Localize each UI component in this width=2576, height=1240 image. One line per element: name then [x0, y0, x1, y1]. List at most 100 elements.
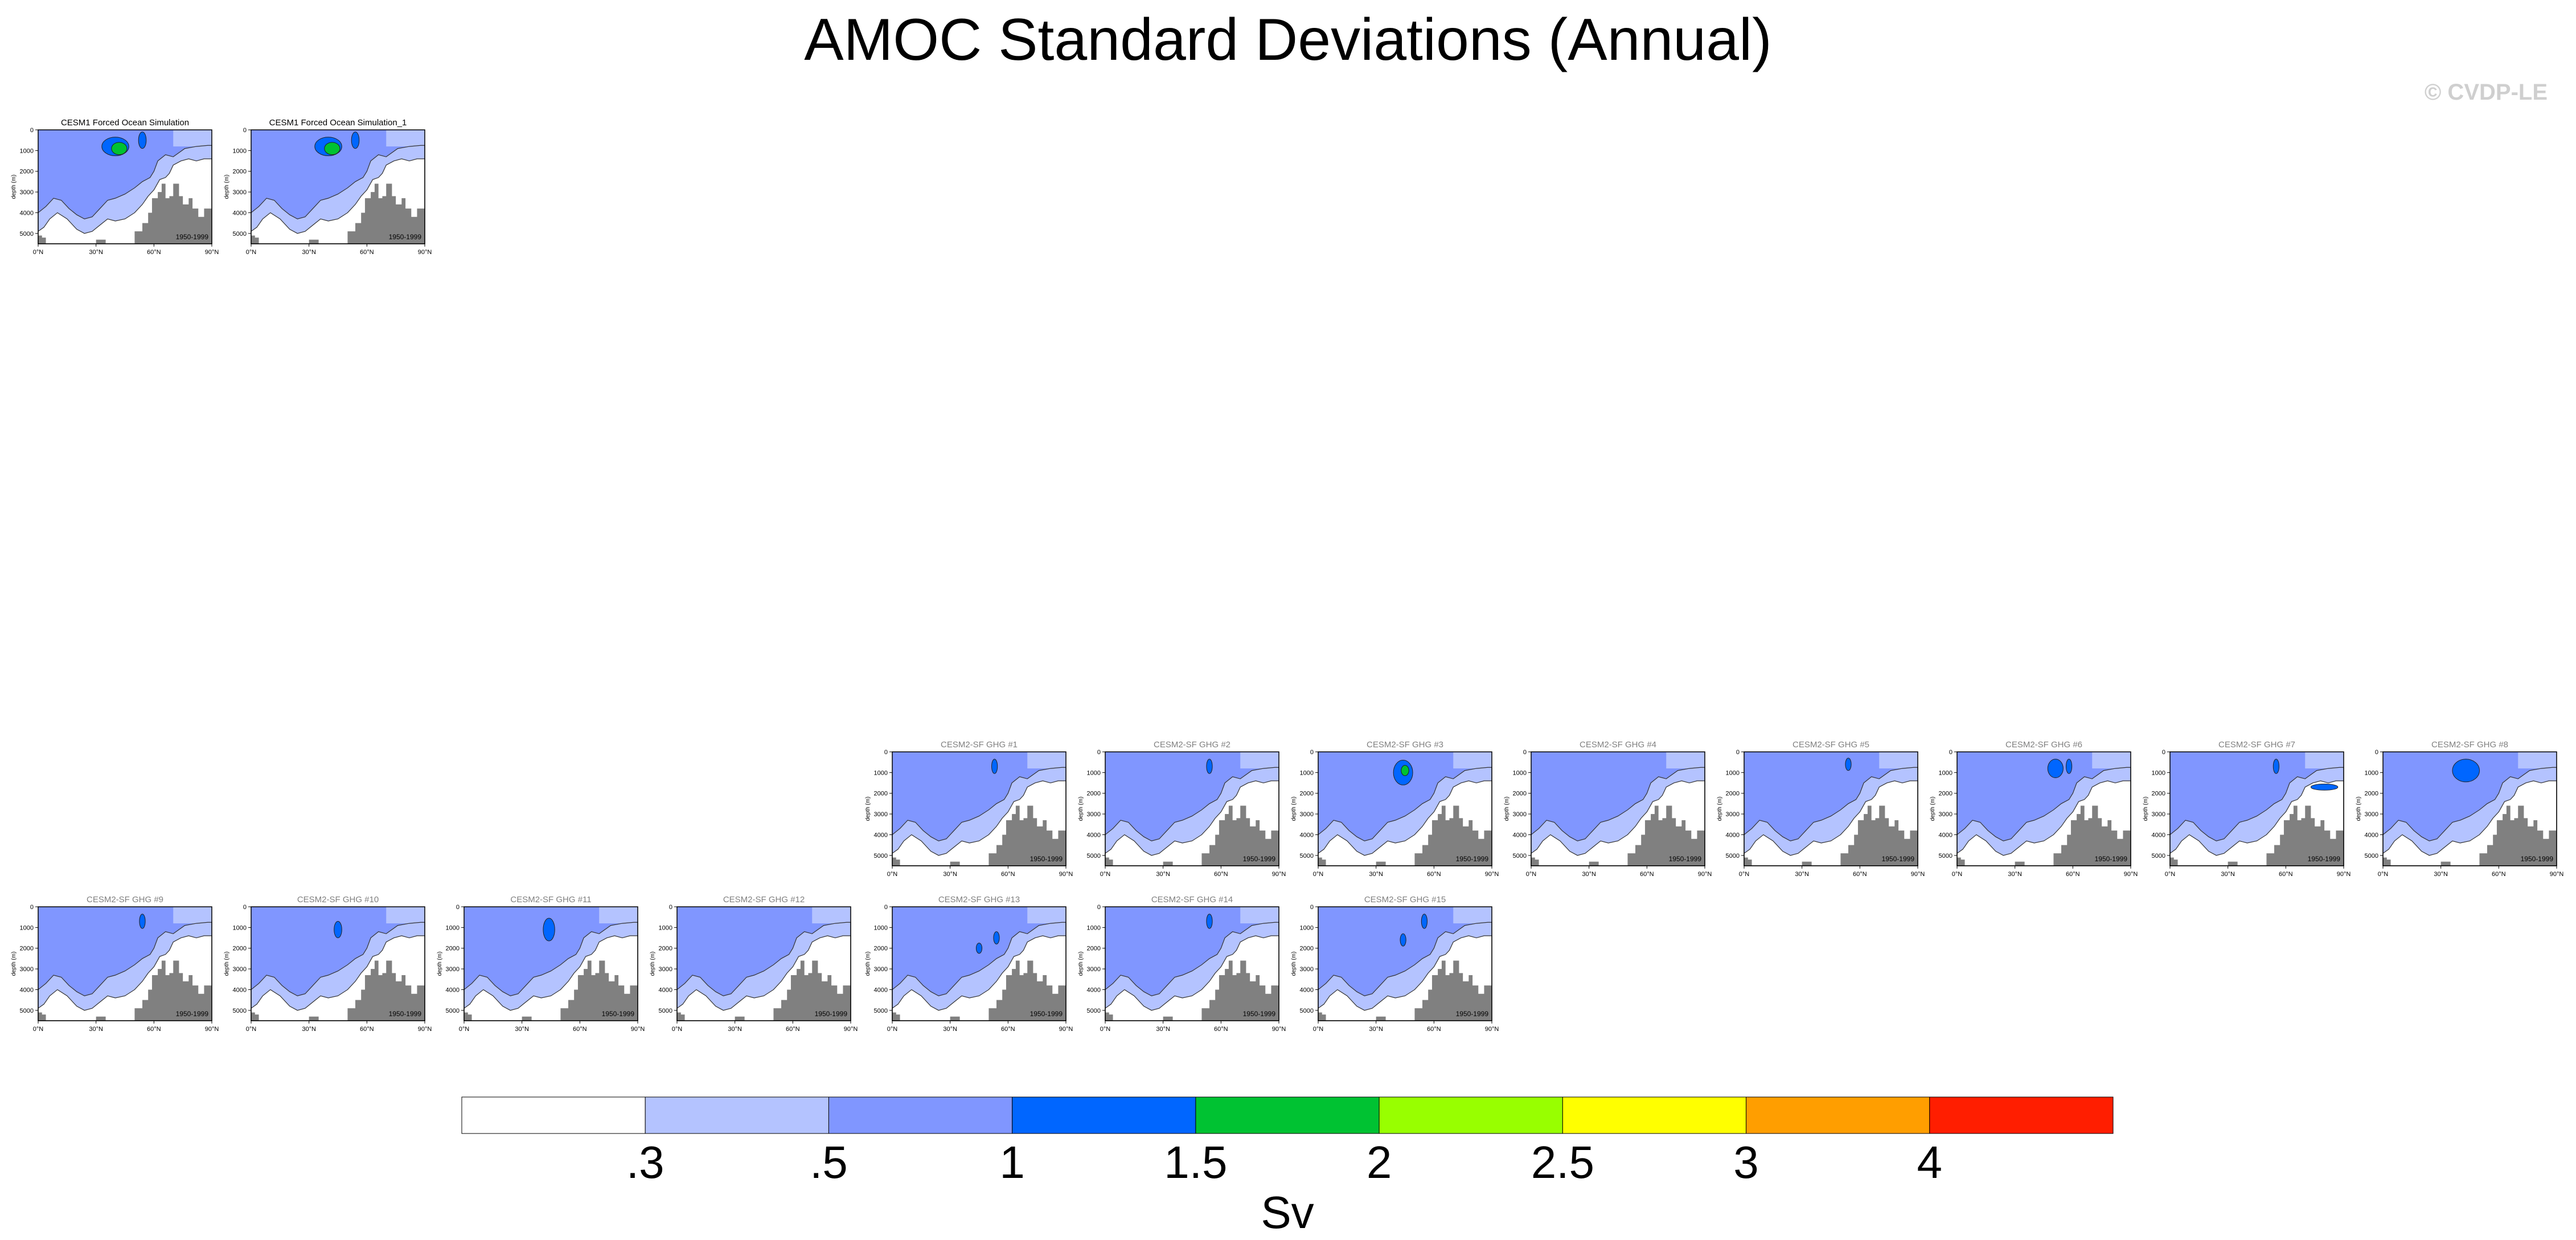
amoc-panel: CESM2-SF GHG #5 0 1000 2000 3000 4000 5000 dept… — [1717, 740, 1925, 878]
y-tick-label: 0 — [243, 127, 247, 134]
y-tick-label: 5000 — [20, 1008, 34, 1014]
y-tick-label: 1000 — [874, 924, 888, 931]
y-tick-label: 1000 — [446, 924, 460, 931]
bathymetry — [38, 183, 212, 244]
y-tick-label: 1000 — [20, 148, 34, 154]
bathymetry — [1318, 960, 1492, 1021]
x-tick-label: 60°N — [1001, 1026, 1015, 1033]
amoc-panel: CESM2-SF GHG #15 0 1000 2000 3000 4000 5000 dep… — [1291, 895, 1499, 1033]
panel-title: CESM2-SF GHG #5 — [1792, 740, 1869, 750]
contour-fill-0.3-0.5 — [386, 130, 425, 147]
y-axis-label: depth (m) — [650, 952, 656, 976]
panel-title: CESM2-SF GHG #11 — [510, 895, 591, 905]
y-tick-label: 3000 — [20, 966, 34, 973]
contour-feature — [993, 931, 1000, 944]
panel-title: CESM1 Forced Ocean Simulation_1 — [269, 118, 407, 128]
period-label: 1950-1999 — [1456, 1010, 1489, 1018]
x-tick-label: 60°N — [1001, 871, 1015, 878]
x-tick-label: 0°N — [1100, 871, 1111, 878]
contour-feature — [2065, 759, 2073, 774]
amoc-panel: CESM2-SF GHG #2 0 1000 2000 3000 4000 5000 dept… — [1078, 740, 1286, 878]
panel-frame — [2382, 751, 2557, 866]
y-tick-label: 2000 — [20, 169, 34, 175]
y-axis-label: depth (m) — [1717, 797, 1723, 821]
period-label: 1950-1999 — [1030, 1010, 1063, 1018]
period-label: 1950-1999 — [1030, 855, 1063, 863]
y-tick-label: 4000 — [2152, 832, 2165, 838]
amoc-panel: CESM2-SF GHG #9 0 1000 2000 3000 4000 5000 dept… — [11, 895, 219, 1033]
x-tick-label: 0°N — [887, 1026, 898, 1033]
y-axis-label: depth (m) — [11, 175, 17, 199]
y-tick-label: 5000 — [446, 1008, 460, 1014]
y-tick-label: 0 — [30, 127, 34, 134]
x-tick-label: 60°N — [1214, 1026, 1228, 1033]
contour-feature — [1206, 759, 1213, 774]
y-tick-label: 4000 — [1300, 987, 1314, 993]
x-tick-label: 0°N — [33, 249, 44, 256]
x-tick-label: 30°N — [1156, 1026, 1170, 1033]
y-tick-label: 1000 — [1087, 924, 1101, 931]
y-tick-label: 5000 — [1939, 853, 1952, 860]
x-tick-label: 90°N — [1485, 871, 1499, 878]
panel-frame — [1956, 751, 2131, 866]
amoc-panel: CESM2-SF GHG #3 0 1000 2000 3000 4000 5000 dept… — [1291, 740, 1499, 878]
y-tick-label: 4000 — [1726, 832, 1740, 838]
x-tick-label: 60°N — [1640, 871, 1654, 878]
y-tick-label: 4000 — [233, 210, 247, 216]
y-tick-label: 2000 — [1087, 946, 1101, 952]
y-tick-label: 2000 — [1300, 791, 1314, 797]
y-tick-label: 2000 — [1087, 791, 1101, 797]
y-tick-label: 3000 — [1726, 811, 1740, 818]
y-tick-label: 1000 — [1300, 770, 1314, 776]
bathymetry — [251, 183, 425, 244]
amoc-panel: CESM2-SF GHG #7 0 1000 2000 3000 4000 5000 dept… — [2143, 740, 2351, 878]
y-tick-label: 4000 — [2365, 832, 2378, 838]
y-tick-label: 0 — [2162, 749, 2165, 756]
y-tick-label: 5000 — [233, 1008, 247, 1014]
contour-fill-0.3-0.5 — [1453, 752, 1492, 769]
y-tick-label: 3000 — [874, 811, 888, 818]
y-tick-label: 2000 — [874, 946, 888, 952]
bathymetry — [892, 960, 1066, 1021]
y-tick-label: 4000 — [1087, 832, 1101, 838]
contour-feature — [138, 132, 147, 149]
x-tick-label: 0°N — [459, 1026, 470, 1033]
contour-fill-0.3-0.5 — [1240, 907, 1279, 924]
x-tick-label: 60°N — [573, 1026, 587, 1033]
colorbar-level-label: 1.5 — [1164, 1137, 1227, 1188]
period-label: 1950-1999 — [1243, 855, 1276, 863]
contour-fill-0.3-0.5 — [812, 907, 851, 924]
period-label: 1950-1999 — [389, 1010, 422, 1018]
bathymetry — [38, 960, 212, 1021]
y-tick-label: 4000 — [446, 987, 460, 993]
y-tick-label: 3000 — [446, 966, 460, 973]
y-axis-label: depth (m) — [2143, 797, 2149, 821]
panel-frame — [892, 906, 1067, 1021]
y-tick-label: 2000 — [659, 946, 672, 952]
y-tick-label: 1000 — [233, 148, 247, 154]
y-tick-label: 2000 — [1513, 791, 1527, 797]
bathymetry — [2170, 805, 2344, 866]
y-tick-label: 1000 — [2152, 770, 2165, 776]
y-tick-label: 4000 — [20, 987, 34, 993]
y-tick-label: 5000 — [1513, 853, 1527, 860]
contour-fill-0.3-0.5 — [386, 907, 425, 924]
y-tick-label: 0 — [1310, 904, 1314, 911]
bathymetry — [1105, 805, 1279, 866]
y-tick-label: 1000 — [1726, 770, 1740, 776]
y-axis-label: depth (m) — [1504, 797, 1510, 821]
panel-title: CESM2-SF GHG #10 — [297, 895, 379, 905]
x-tick-label: 90°N — [2337, 871, 2351, 878]
contour-feature — [324, 142, 341, 155]
x-tick-label: 60°N — [1427, 871, 1441, 878]
y-tick-label: 2000 — [1939, 791, 1952, 797]
amoc-panel: CESM2-SF GHG #10 0 1000 2000 3000 4000 5000 dep… — [224, 895, 432, 1033]
x-tick-label: 90°N — [1698, 871, 1712, 878]
y-axis-label: depth (m) — [865, 797, 871, 821]
y-axis-label: depth (m) — [224, 175, 230, 199]
contour-feature — [1400, 933, 1406, 947]
x-tick-label: 90°N — [1059, 1026, 1073, 1033]
contour-feature — [1206, 914, 1213, 929]
y-tick-label: 4000 — [233, 987, 247, 993]
